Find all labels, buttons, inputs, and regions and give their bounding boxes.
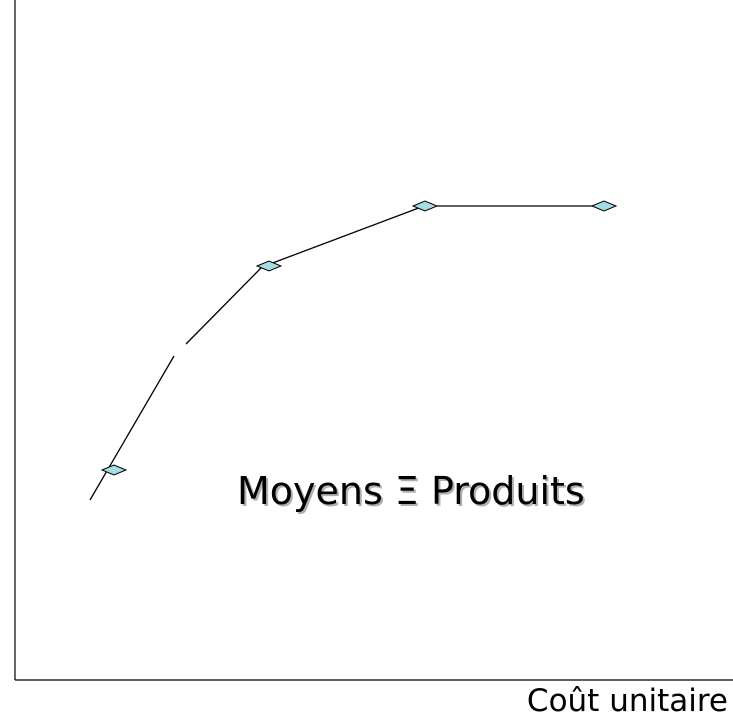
annotation-shadow: Moyens Ξ Produits: [239, 471, 587, 515]
marker: [590, 200, 618, 212]
x-axis-label: Coût unitaire: [527, 683, 728, 718]
curve: [89, 205, 598, 501]
curve-segment: [89, 355, 175, 501]
curve-segment: [185, 266, 263, 345]
annotation: Moyens Ξ Produits: [237, 469, 585, 513]
marker: [411, 200, 439, 212]
markers: [100, 200, 618, 476]
marker: [100, 464, 128, 476]
marker: [255, 260, 283, 272]
curve-segment: [261, 205, 425, 268]
